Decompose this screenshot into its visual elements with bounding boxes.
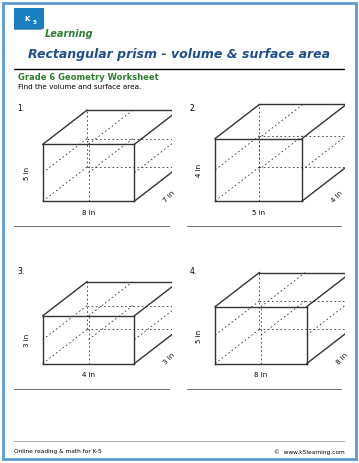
Text: 1.: 1. xyxy=(18,104,25,113)
Text: 7 in: 7 in xyxy=(163,189,176,203)
Text: 8 in: 8 in xyxy=(335,351,349,365)
Text: Learning: Learning xyxy=(45,29,93,39)
Text: 4 in: 4 in xyxy=(196,164,202,177)
FancyBboxPatch shape xyxy=(10,8,43,30)
Text: ©  www.k5learning.com: © www.k5learning.com xyxy=(274,448,345,454)
Text: 8 in: 8 in xyxy=(82,210,95,216)
Text: 2.: 2. xyxy=(190,104,197,113)
Text: 4.: 4. xyxy=(190,266,197,275)
Text: Online reading & math for K-5: Online reading & math for K-5 xyxy=(14,448,102,453)
Text: 5: 5 xyxy=(33,19,37,25)
Text: Rectangular prism - volume & surface area: Rectangular prism - volume & surface are… xyxy=(28,48,331,61)
Text: Find the volume and surface area.: Find the volume and surface area. xyxy=(18,84,141,90)
Text: 3 in: 3 in xyxy=(24,333,30,346)
Text: 3 in: 3 in xyxy=(163,351,176,365)
Text: 8 in: 8 in xyxy=(254,372,267,378)
Text: 3.: 3. xyxy=(18,266,25,275)
Text: 4 in: 4 in xyxy=(330,189,344,203)
Text: 5 in: 5 in xyxy=(252,210,265,216)
Text: 5 in: 5 in xyxy=(24,167,30,180)
Text: 5 in: 5 in xyxy=(196,329,202,342)
Text: Grade 6 Geometry Worksheet: Grade 6 Geometry Worksheet xyxy=(18,73,158,81)
Text: 4 in: 4 in xyxy=(82,372,95,378)
Text: K: K xyxy=(24,16,30,22)
